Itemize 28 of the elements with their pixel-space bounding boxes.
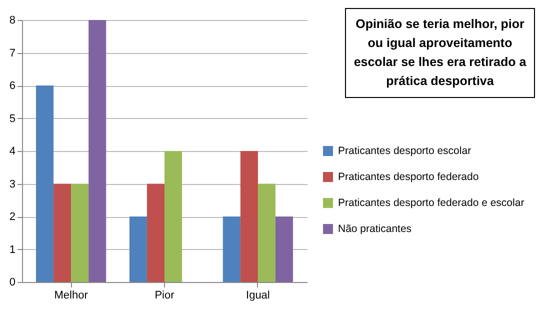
legend-label: Praticantes desporto federado — [338, 171, 479, 183]
x-tick-label: Igual — [246, 290, 270, 302]
y-tick-label: 7 — [9, 47, 16, 60]
legend-label: Praticantes desporto federado e escolar — [338, 197, 525, 209]
y-tick-label: 6 — [9, 80, 16, 92]
bar — [36, 86, 54, 282]
y-tick-label: 0 — [9, 276, 16, 288]
bar — [129, 216, 147, 282]
y-tick-label: 5 — [9, 112, 16, 125]
bar — [54, 184, 72, 282]
y-tick-label: 3 — [9, 178, 16, 190]
x-tick-label: Pior — [154, 290, 175, 302]
bar — [275, 216, 293, 282]
bar — [240, 151, 258, 282]
y-tick-label: 4 — [9, 146, 16, 158]
text: Opinião se teria melhor, pior ou igual aproveitamento escolar se lhes era retirado a prática desportiva — [345, 8, 535, 98]
bar — [222, 216, 240, 282]
y-tick-label: 2 — [9, 211, 16, 223]
bar — [258, 184, 276, 282]
y-tick-label: 8 — [9, 14, 16, 26]
x-tick-label: Melhor — [54, 290, 88, 302]
bar — [164, 151, 182, 282]
legend-label: Praticantes desporto escolar — [338, 145, 472, 157]
bar — [88, 20, 106, 282]
y-tick-label: 1 — [9, 244, 16, 256]
bar — [71, 184, 89, 282]
legend-label: Não praticantes — [338, 223, 412, 235]
bar — [146, 184, 164, 282]
